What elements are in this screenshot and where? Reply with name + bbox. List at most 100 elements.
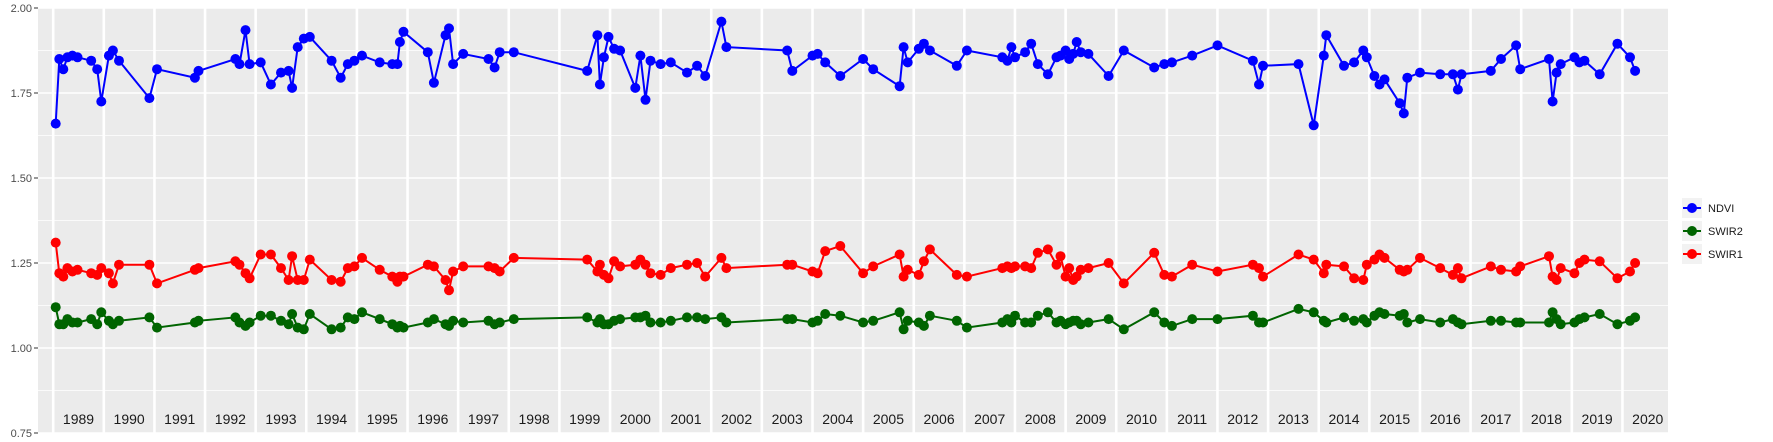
data-point [1258,60,1268,71]
data-point [1579,254,1590,265]
legend: NDVI SWIR2 SWIR1 [1682,198,1743,264]
data-point [326,55,337,66]
y-tick-label: 2.00 [11,3,32,15]
data-point [1625,266,1635,277]
data-point [858,317,869,328]
data-point [50,302,61,313]
year-label: 2003 [772,411,803,427]
year-label: 2002 [721,411,752,427]
legend-label: SWIR2 [1708,226,1743,238]
data-point [1456,319,1467,330]
y-tick-label: 1.50 [11,173,32,185]
data-point [1118,45,1129,56]
data-point [1415,67,1425,78]
legend-label: SWIR1 [1708,249,1743,261]
year-label: 2017 [1480,411,1511,427]
data-point [448,266,459,277]
legend-label: NDVI [1708,203,1734,215]
data-point [1447,69,1458,80]
data-point [721,42,732,53]
data-point [448,59,459,70]
data-point [96,96,107,107]
data-point [276,315,286,326]
data-point [1594,256,1605,267]
legend-key-point [1687,249,1697,259]
data-point [1042,244,1053,255]
data-point [357,50,367,61]
data-point [1042,69,1053,80]
data-point [1394,98,1405,109]
data-point [292,42,303,53]
legend-key-point [1687,226,1697,236]
year-label: 1998 [519,411,550,427]
data-point [1010,261,1020,272]
data-point [700,314,711,325]
data-point [1349,315,1360,326]
data-point [721,317,732,328]
data-point [448,315,459,326]
data-point [615,314,626,325]
data-point [244,273,255,284]
data-point [655,59,666,70]
data-point [615,45,626,56]
data-point [868,315,879,326]
data-point [1361,52,1372,63]
data-point [665,315,676,326]
data-point [1361,317,1372,328]
data-point [1060,271,1071,282]
data-point [665,263,676,274]
data-point [1349,57,1360,68]
data-point [92,64,103,75]
data-point [1402,264,1413,275]
year-label: 2012 [1227,411,1258,427]
data-point [240,25,251,36]
data-point [1515,261,1526,272]
data-point [812,48,823,59]
data-point [1456,69,1467,80]
data-point [440,275,451,285]
data-point [868,64,879,75]
data-point [951,269,962,280]
data-point [1361,259,1372,270]
data-point [1485,65,1496,76]
data-point [1103,71,1114,81]
data-point [1293,303,1304,314]
data-point [1006,42,1017,53]
data-point [835,310,846,321]
data-point [1212,40,1223,51]
data-point [787,314,798,325]
data-point [1118,278,1129,289]
data-point [1435,69,1446,80]
data-point [1032,59,1043,70]
data-point [244,317,255,328]
data-point [1544,251,1554,262]
data-point [902,264,913,275]
data-point [1379,309,1390,319]
data-point [894,307,905,318]
data-point [1060,45,1071,56]
data-point [1579,312,1590,323]
data-point [1456,273,1467,284]
data-point [1064,263,1075,274]
data-point [114,259,124,270]
data-point [924,310,935,321]
data-point [645,268,656,279]
data-point [144,312,155,323]
year-label: 1992 [215,411,246,427]
data-point [255,249,266,260]
data-point [1579,55,1590,66]
data-point [1083,317,1094,328]
data-point [494,47,505,58]
data-point [1159,269,1170,280]
data-point [1612,38,1623,49]
data-point [918,38,929,49]
data-point [1555,319,1566,330]
legend-item-swir2: SWIR2 [1682,221,1743,241]
year-label: 1993 [265,411,296,427]
data-point [924,244,935,255]
year-label: 2014 [1328,411,1359,427]
data-point [1166,320,1177,331]
year-label: 1989 [63,411,94,427]
data-point [1247,310,1258,321]
data-point [1630,312,1641,323]
